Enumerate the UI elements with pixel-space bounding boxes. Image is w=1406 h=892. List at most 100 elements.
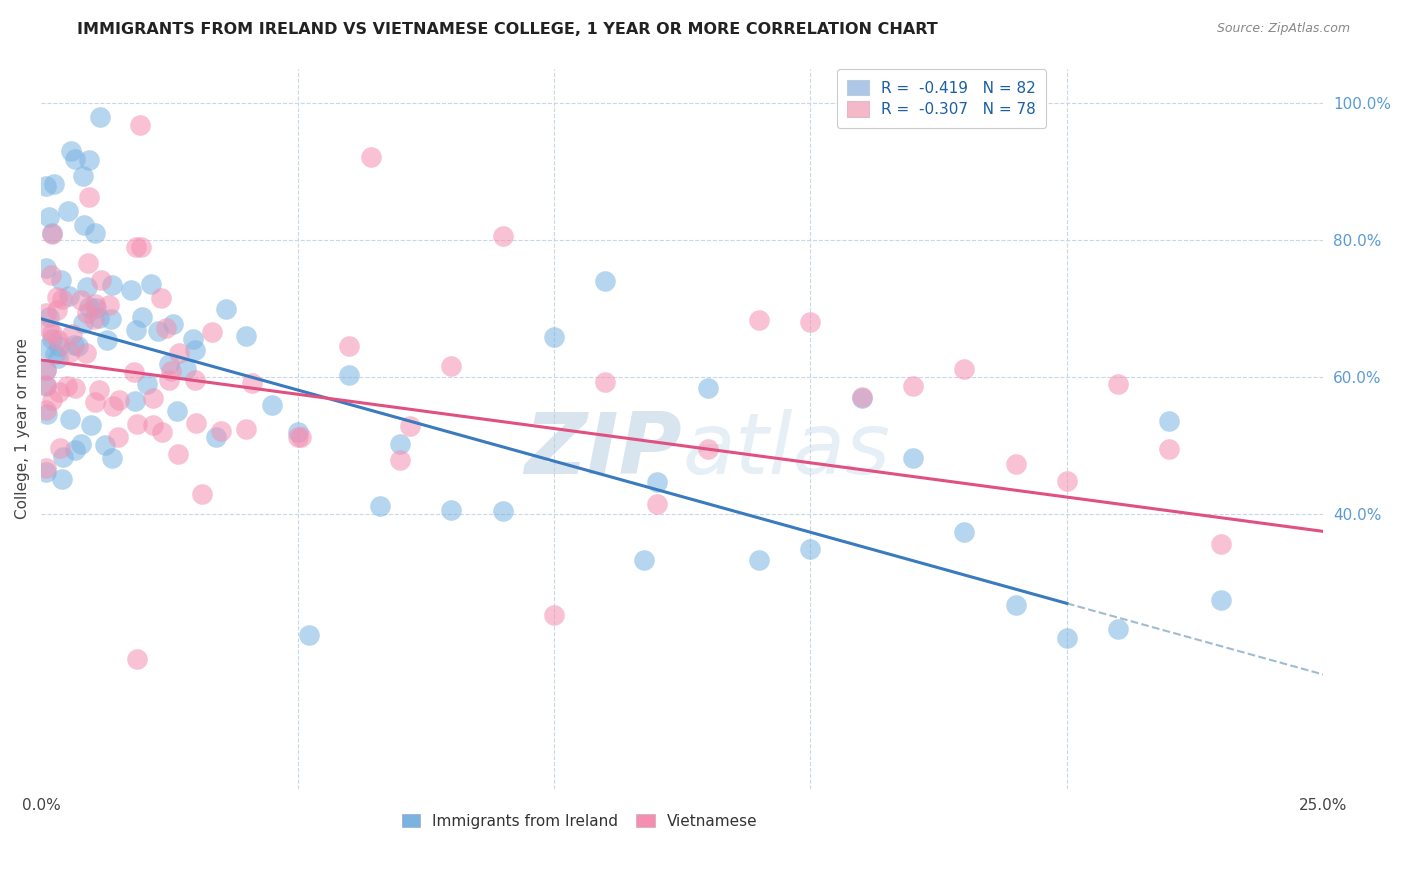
Point <box>543 608 565 623</box>
Point <box>51 292 73 306</box>
Point <box>1056 631 1078 645</box>
Point <box>52 450 75 464</box>
Point <box>77 153 100 167</box>
Point <box>122 365 145 379</box>
Point <box>1159 442 1181 457</box>
Point <box>58 289 80 303</box>
Point <box>41 227 63 241</box>
Point <box>124 394 146 409</box>
Point <box>83 311 105 326</box>
Point <box>181 332 204 346</box>
Point <box>150 291 173 305</box>
Point <box>146 324 169 338</box>
Point <box>84 297 107 311</box>
Point <box>260 398 283 412</box>
Point <box>696 442 718 456</box>
Point <box>100 311 122 326</box>
Point <box>84 301 107 316</box>
Point <box>440 359 463 374</box>
Point <box>90 273 112 287</box>
Point <box>72 169 94 183</box>
Point <box>35 378 58 392</box>
Point <box>166 404 188 418</box>
Point <box>48 384 70 399</box>
Point <box>139 277 162 291</box>
Text: ZIP: ZIP <box>524 409 682 491</box>
Point <box>953 524 976 539</box>
Point <box>46 290 69 304</box>
Point <box>39 268 62 282</box>
Point <box>125 652 148 666</box>
Point <box>108 393 131 408</box>
Point <box>101 399 124 413</box>
Point <box>1004 457 1026 471</box>
Point <box>38 210 60 224</box>
Point <box>96 334 118 348</box>
Point <box>1159 415 1181 429</box>
Point <box>89 383 111 397</box>
Point <box>35 341 58 355</box>
Point <box>127 417 149 431</box>
Point <box>44 178 66 192</box>
Point <box>73 218 96 232</box>
Point <box>160 364 183 378</box>
Point <box>368 500 391 514</box>
Point <box>389 436 412 450</box>
Point <box>1209 537 1232 551</box>
Point <box>337 368 360 382</box>
Point <box>287 425 309 440</box>
Point <box>35 362 58 376</box>
Point <box>101 278 124 293</box>
Point <box>75 346 97 360</box>
Point <box>49 441 72 455</box>
Y-axis label: College, 1 year or more: College, 1 year or more <box>15 338 30 519</box>
Point <box>287 430 309 444</box>
Point <box>157 373 180 387</box>
Point <box>35 260 58 275</box>
Point <box>1056 474 1078 488</box>
Point <box>129 240 152 254</box>
Point <box>63 153 86 167</box>
Point <box>56 379 79 393</box>
Point <box>76 279 98 293</box>
Point <box>389 452 412 467</box>
Point <box>235 329 257 343</box>
Point <box>191 486 214 500</box>
Point <box>901 379 924 393</box>
Point <box>174 361 197 376</box>
Point <box>492 504 515 518</box>
Point <box>125 240 148 254</box>
Point <box>94 438 117 452</box>
Point <box>748 553 770 567</box>
Point <box>56 204 79 219</box>
Point <box>76 306 98 320</box>
Legend: Immigrants from Ireland, Vietnamese: Immigrants from Ireland, Vietnamese <box>395 807 763 835</box>
Point <box>51 273 73 287</box>
Point <box>35 461 58 475</box>
Point <box>70 437 93 451</box>
Point <box>186 416 208 430</box>
Point <box>633 553 655 567</box>
Point <box>235 422 257 436</box>
Text: IMMIGRANTS FROM IRELAND VS VIETNAMESE COLLEGE, 1 YEAR OR MORE CORRELATION CHART: IMMIGRANTS FROM IRELAND VS VIETNAMESE CO… <box>77 22 938 37</box>
Point <box>35 178 58 193</box>
Point <box>77 256 100 270</box>
Point <box>35 407 58 421</box>
Point <box>215 302 238 317</box>
Point <box>184 373 207 387</box>
Point <box>35 465 58 479</box>
Point <box>67 339 90 353</box>
Point <box>157 357 180 371</box>
Point <box>35 403 58 417</box>
Point <box>80 418 103 433</box>
Point <box>35 363 58 377</box>
Point <box>851 391 873 405</box>
Point <box>59 412 82 426</box>
Point <box>136 377 159 392</box>
Point <box>87 310 110 325</box>
Point <box>51 472 73 486</box>
Point <box>107 430 129 444</box>
Point <box>360 150 382 164</box>
Point <box>45 303 67 318</box>
Point <box>1004 598 1026 612</box>
